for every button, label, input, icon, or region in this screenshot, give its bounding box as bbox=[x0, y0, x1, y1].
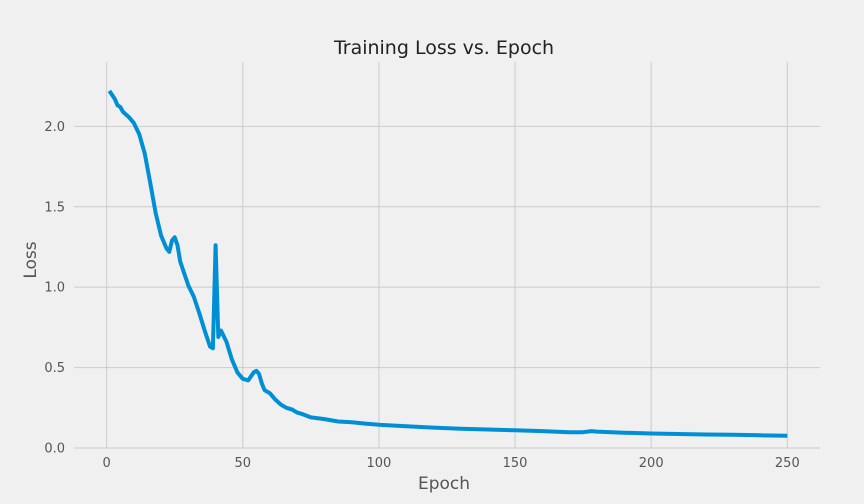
x-tick-label: 200 bbox=[639, 456, 664, 471]
y-axis-ticks: 0.0 0.5 1.0 1.5 2.0 bbox=[44, 120, 65, 457]
x-axis-label: Epoch bbox=[418, 474, 470, 494]
loss-series-line bbox=[107, 89, 788, 438]
grid bbox=[74, 62, 820, 449]
y-tick-label: 2.0 bbox=[44, 120, 65, 135]
chart-title: Training Loss vs. Epoch bbox=[333, 37, 554, 59]
y-tick-label: 0.0 bbox=[44, 442, 65, 457]
y-tick-label: 0.5 bbox=[44, 361, 65, 376]
y-axis-label: Loss bbox=[21, 241, 41, 278]
y-tick-label: 1.0 bbox=[44, 281, 65, 296]
x-tick-label: 50 bbox=[235, 456, 252, 471]
x-tick-label: 250 bbox=[775, 456, 800, 471]
x-tick-label: 150 bbox=[503, 456, 528, 471]
plot-area bbox=[107, 89, 788, 438]
x-tick-label: 100 bbox=[367, 456, 392, 471]
y-tick-label: 1.5 bbox=[44, 200, 65, 215]
x-tick-label: 0 bbox=[103, 456, 111, 471]
x-axis-ticks: 0 50 100 150 200 250 bbox=[103, 456, 800, 471]
